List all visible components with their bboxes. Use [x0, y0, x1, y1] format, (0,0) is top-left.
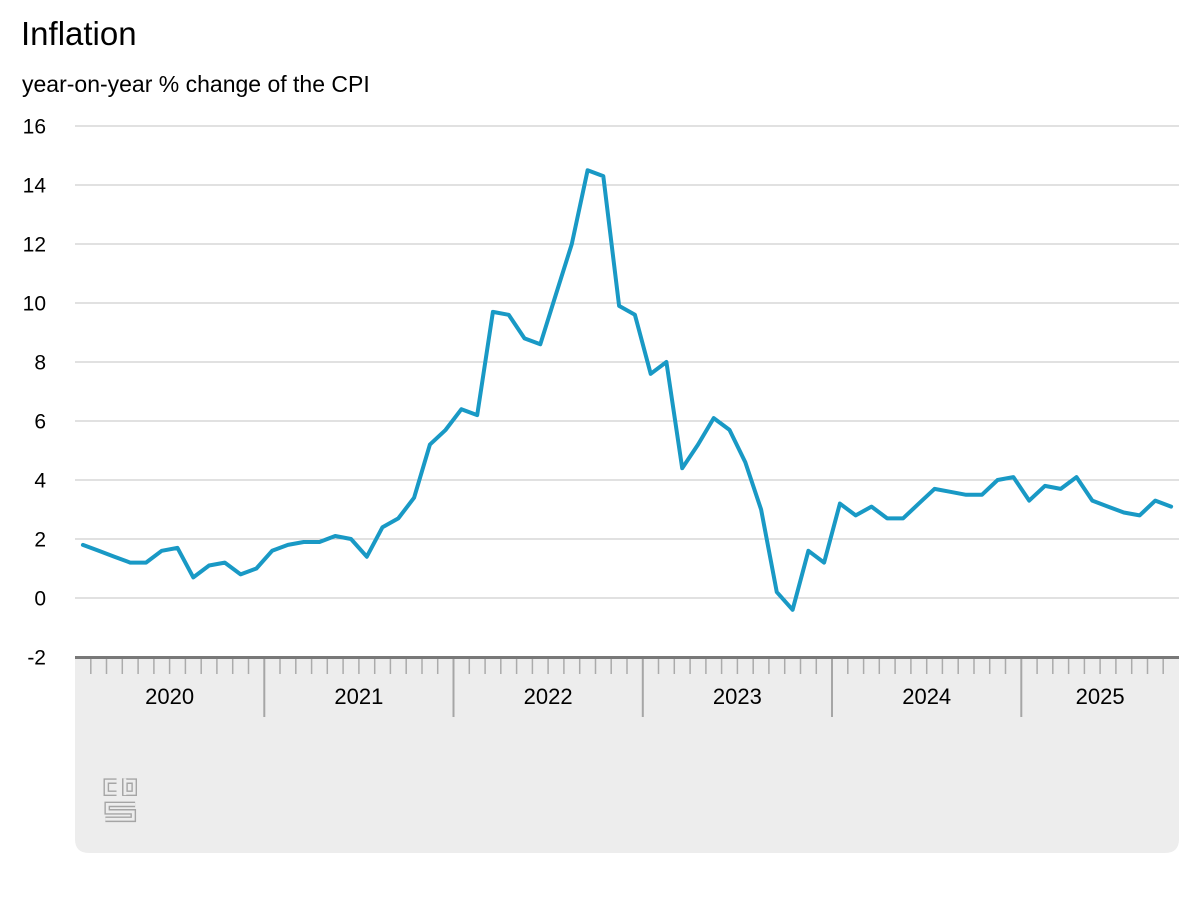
x-axis-band — [75, 656, 1179, 853]
y-axis-tick-label: -2 — [27, 647, 46, 670]
x-axis-ticks — [90, 659, 1164, 717]
y-axis-tick-label: 0 — [34, 588, 46, 611]
y-axis-tick-label: 16 — [23, 116, 46, 139]
y-axis-tick-label: 14 — [23, 175, 47, 198]
y-axis-labels: 16 14 12 10 8 6 4 2 0 -2 — [23, 116, 47, 670]
y-axis-tick-label: 8 — [34, 352, 46, 375]
y-axis-tick-label: 6 — [34, 411, 46, 434]
x-axis-year-label: 2020 — [145, 684, 194, 709]
x-axis-year-label: 2023 — [713, 684, 762, 709]
inflation-line — [80, 168, 1174, 612]
y-axis-tick-label: 2 — [34, 529, 46, 552]
chart-subtitle: year-on-year % change of the CPI — [22, 71, 370, 97]
x-axis-year-labels: 2020 2021 2022 2023 2024 2025 — [145, 684, 1124, 709]
gridlines — [75, 125, 1179, 599]
y-axis-tick-label: 4 — [34, 470, 46, 493]
x-axis-line — [75, 656, 1179, 659]
x-axis-year-label: 2025 — [1076, 684, 1125, 709]
y-axis-tick-label: 10 — [23, 293, 46, 316]
x-axis-year-label: 2021 — [334, 684, 383, 709]
cbs-logo — [103, 778, 137, 823]
y-axis-tick-label: 12 — [23, 234, 46, 257]
x-axis-year-label: 2022 — [524, 684, 573, 709]
x-axis-year-label: 2024 — [902, 684, 951, 709]
chart-title: Inflation — [21, 15, 137, 52]
